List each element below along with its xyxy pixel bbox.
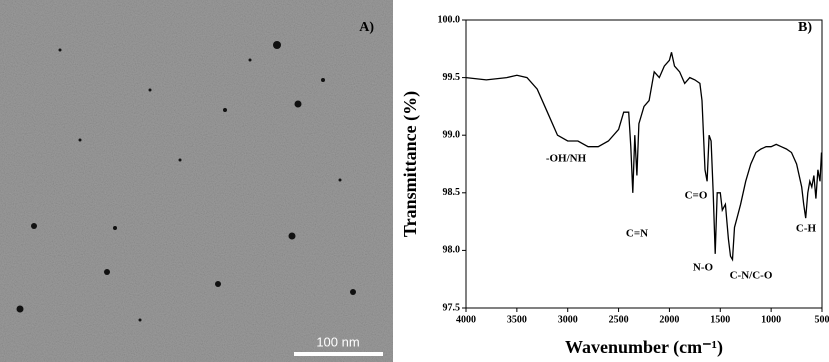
- panel-label: B): [798, 20, 812, 35]
- annotation: C-H: [796, 223, 817, 235]
- scale-bar: [294, 352, 383, 356]
- particles: [16, 41, 356, 322]
- y-tick-label: 98.0: [443, 245, 461, 256]
- y-tick-label: 99.0: [443, 129, 461, 140]
- scale-bar-label: 100 nm: [316, 334, 359, 349]
- x-tick-label: 500: [815, 314, 829, 325]
- x-tick-label: 2000: [659, 314, 679, 325]
- plot-frame: [465, 19, 823, 309]
- x-tick-label: 3000: [558, 314, 578, 325]
- annotation: C-N/C-O: [730, 270, 773, 282]
- x-axis-label: Wavenumber (cm⁻¹): [565, 337, 723, 358]
- tem-image: [0, 0, 393, 362]
- x-tick-label: 2500: [609, 314, 629, 325]
- annotation: C=N: [626, 228, 648, 240]
- x-tick-label: 3500: [507, 314, 527, 325]
- y-tick-label: 99.5: [443, 72, 461, 83]
- spectrum-line: [465, 52, 823, 262]
- y-tick-label: 97.5: [443, 302, 461, 313]
- annotation: C=O: [685, 190, 708, 202]
- y-tick-label: 100.0: [438, 14, 461, 25]
- y-axis-label: Transmittance (%): [400, 91, 421, 237]
- panel-label: A): [359, 20, 374, 35]
- x-tick-label: 1000: [761, 314, 781, 325]
- x-tick-label: 4000: [456, 314, 476, 325]
- y-tick-label: 98.5: [443, 187, 461, 198]
- x-tick-label: 1500: [710, 314, 730, 325]
- annotation: N-O: [693, 262, 714, 274]
- annotation: -OH/NH: [546, 153, 587, 165]
- tem-panel: A) 100 nm: [0, 0, 393, 362]
